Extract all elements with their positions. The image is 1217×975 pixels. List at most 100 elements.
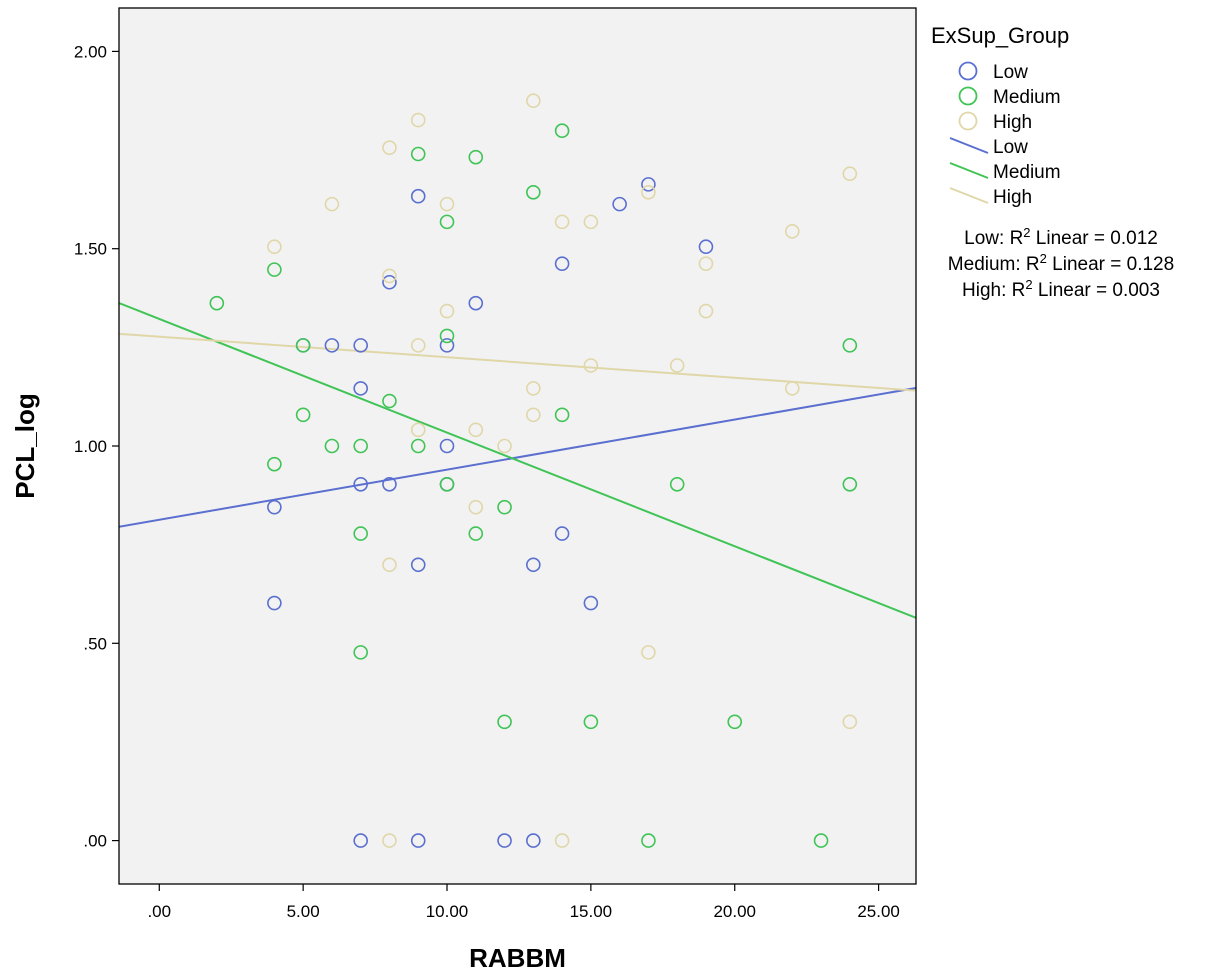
point-medium	[353, 438, 368, 454]
point-low	[353, 833, 368, 848]
point-high	[842, 166, 858, 182]
point-high	[554, 214, 570, 230]
r2-annotation: Medium: R2 Linear = 0.128	[948, 251, 1174, 276]
point-medium	[468, 149, 484, 165]
series-high	[267, 93, 858, 848]
point-high	[583, 214, 599, 230]
point-low	[554, 526, 570, 541]
legend-title: ExSup_Group	[931, 23, 1069, 48]
y-tick-label: .50	[83, 634, 107, 653]
x-tick-label: 20.00	[713, 902, 756, 921]
series-low	[267, 177, 714, 848]
point-high	[526, 407, 541, 423]
point-low	[583, 595, 599, 611]
point-high	[497, 438, 512, 454]
legend-fit-label-high: High	[993, 187, 1032, 208]
point-high	[468, 422, 484, 438]
point-medium	[439, 476, 455, 492]
point-high	[641, 645, 656, 660]
point-medium	[324, 438, 340, 454]
point-high	[382, 833, 397, 848]
point-low	[353, 381, 368, 396]
legend-fit-label-medium: Medium	[993, 162, 1061, 183]
series-medium	[209, 123, 858, 848]
x-tick-label: .00	[147, 902, 171, 921]
fit-line-low	[119, 387, 916, 528]
point-high	[583, 358, 599, 373]
point-low	[410, 188, 426, 204]
point-medium	[267, 262, 282, 277]
point-high	[554, 833, 570, 848]
x-tick-label: 15.00	[570, 902, 613, 921]
plot-background	[119, 8, 916, 884]
legend-label-high: High	[993, 112, 1032, 133]
fit-lines	[119, 302, 916, 619]
point-high	[698, 256, 714, 271]
point-low	[353, 476, 368, 492]
point-low	[698, 239, 714, 255]
point-medium	[842, 338, 858, 353]
fit-line-high	[119, 332, 916, 392]
point-high	[324, 196, 340, 212]
point-high	[526, 93, 541, 109]
point-medium	[439, 214, 455, 230]
point-high	[410, 112, 426, 128]
point-medium	[439, 328, 455, 344]
point-low	[612, 196, 627, 212]
point-high	[669, 358, 685, 373]
x-tick-label: 25.00	[857, 902, 900, 921]
point-medium	[813, 833, 829, 848]
legend-marker-high	[958, 111, 978, 131]
fit-line-medium	[119, 302, 916, 619]
point-low	[382, 476, 397, 492]
legend-marker-low	[958, 61, 978, 81]
point-medium	[353, 526, 368, 541]
point-medium	[209, 295, 225, 311]
point-low	[439, 338, 455, 353]
point-medium	[267, 456, 282, 472]
point-medium	[583, 714, 599, 730]
point-medium	[382, 393, 397, 409]
point-medium	[842, 476, 858, 492]
point-low	[641, 177, 656, 192]
point-high	[784, 381, 800, 396]
point-high	[842, 714, 858, 730]
legend-line-low	[949, 137, 989, 154]
point-medium	[526, 184, 541, 200]
point-medium	[410, 146, 426, 162]
y-tick-label: 1.50	[74, 240, 107, 259]
point-medium	[554, 407, 570, 423]
point-low	[382, 274, 397, 290]
x-tick-label: 5.00	[287, 902, 320, 921]
point-high	[382, 268, 397, 284]
legend-fit-label-low: Low	[993, 137, 1028, 158]
point-medium	[468, 526, 484, 541]
x-axis-title: RABBM	[469, 943, 566, 973]
point-low	[497, 833, 512, 848]
point-low	[267, 499, 282, 515]
point-high	[641, 184, 656, 200]
legend-label-medium: Medium	[993, 87, 1061, 108]
point-low	[554, 256, 570, 271]
point-medium	[295, 407, 311, 423]
r2-annotation: High: R2 Linear = 0.003	[962, 277, 1160, 302]
y-tick-label: 2.00	[74, 42, 107, 61]
point-medium	[669, 476, 685, 492]
point-high	[698, 303, 714, 319]
point-medium	[353, 645, 368, 660]
y-axis-title: PCL_log	[10, 393, 40, 498]
point-high	[410, 338, 426, 353]
point-low	[526, 833, 541, 848]
axes: .00 5.00 10.00 15.00 20.00 25.00 .00 .50 1.00 1.5…	[10, 7, 917, 973]
point-medium	[641, 833, 656, 848]
point-low	[267, 595, 282, 611]
point-low	[526, 557, 541, 573]
point-medium	[410, 438, 426, 454]
point-low	[353, 338, 368, 353]
point-high	[784, 224, 800, 239]
point-medium	[554, 123, 570, 139]
point-high	[439, 303, 455, 319]
point-medium	[727, 714, 743, 730]
point-high	[468, 499, 484, 515]
